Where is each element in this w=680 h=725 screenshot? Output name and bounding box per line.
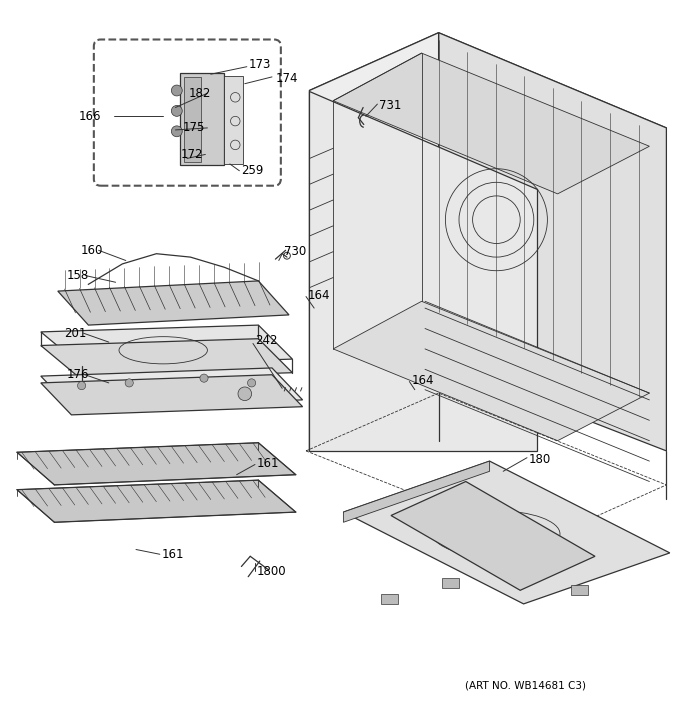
Polygon shape (17, 480, 296, 522)
Text: 164: 164 (411, 374, 434, 387)
Bar (224, 75, 243, 164)
Circle shape (200, 374, 208, 382)
Polygon shape (41, 375, 303, 415)
Text: 164: 164 (307, 289, 330, 302)
Polygon shape (333, 53, 649, 194)
Text: 161: 161 (162, 548, 184, 560)
Polygon shape (309, 33, 666, 189)
Text: 201: 201 (65, 327, 87, 340)
Text: 160: 160 (80, 244, 103, 257)
Text: 259: 259 (241, 165, 264, 177)
Polygon shape (309, 91, 537, 451)
Circle shape (125, 379, 133, 387)
Text: 242: 242 (255, 334, 277, 347)
Text: 161: 161 (257, 457, 279, 470)
Bar (381, 594, 398, 604)
Text: 175: 175 (182, 121, 205, 134)
Bar (571, 585, 588, 595)
Bar (442, 578, 459, 588)
Circle shape (78, 381, 86, 390)
Polygon shape (41, 339, 292, 379)
Text: (ART NO. WB14681 C3): (ART NO. WB14681 C3) (465, 681, 586, 690)
Polygon shape (333, 302, 649, 441)
Polygon shape (17, 443, 296, 485)
Circle shape (248, 379, 256, 387)
Bar (184, 77, 201, 162)
Polygon shape (439, 33, 666, 451)
Polygon shape (391, 481, 595, 590)
Polygon shape (309, 33, 439, 451)
Text: 174: 174 (275, 72, 298, 85)
Polygon shape (343, 461, 490, 522)
Bar (180, 73, 224, 165)
Polygon shape (41, 325, 292, 366)
Text: 182: 182 (189, 87, 211, 100)
Text: 1800: 1800 (257, 565, 287, 578)
Text: 173: 173 (248, 58, 271, 71)
Polygon shape (58, 281, 289, 325)
Circle shape (171, 126, 182, 137)
Circle shape (238, 387, 252, 401)
Text: 166: 166 (78, 110, 101, 123)
Polygon shape (343, 461, 670, 604)
Text: 730: 730 (284, 245, 307, 258)
Text: 158: 158 (67, 269, 89, 282)
Text: 172: 172 (180, 148, 203, 161)
Text: 731: 731 (379, 99, 402, 112)
Text: 180: 180 (529, 452, 551, 465)
Polygon shape (41, 368, 303, 408)
Circle shape (171, 85, 182, 96)
Text: 176: 176 (67, 368, 89, 381)
Circle shape (171, 105, 182, 116)
